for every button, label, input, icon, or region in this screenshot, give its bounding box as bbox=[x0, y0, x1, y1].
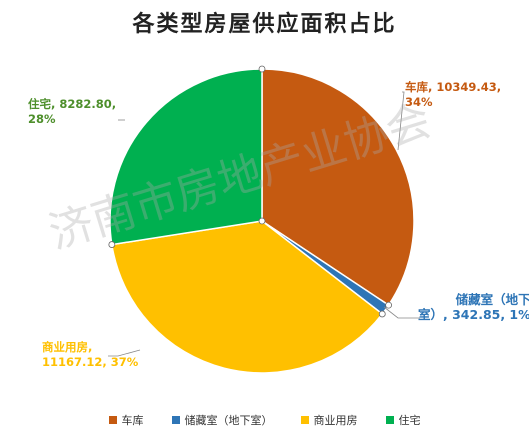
leader-line-storage bbox=[383, 306, 420, 319]
data-label-garage: 车库, 10349.43, 34% bbox=[405, 80, 502, 109]
selection-handle bbox=[378, 310, 386, 318]
legend-label-garage: 车库 bbox=[121, 414, 144, 427]
legend-swatch-residential bbox=[385, 416, 394, 424]
selection-handle bbox=[108, 241, 116, 248]
legend-item-storage: 储藏室（地下室） bbox=[171, 412, 273, 428]
legend: 车库 储藏室（地下室） 商业用房 住宅 bbox=[0, 410, 529, 430]
leader-line-garage bbox=[397, 91, 405, 151]
legend-swatch-garage bbox=[108, 416, 117, 424]
selection-handle bbox=[385, 301, 392, 309]
legend-label-commercial: 商业用房 bbox=[313, 414, 358, 427]
legend-item-residential: 住宅 bbox=[385, 412, 421, 428]
legend-swatch-storage bbox=[171, 416, 180, 424]
data-label-commercial: 商业用房, 11167.12, 37% bbox=[42, 340, 139, 369]
data-label-storage: 储藏室（地下 室）, 342.85, 1% bbox=[418, 292, 529, 322]
data-label-residential: 住宅, 8282.80, 28% bbox=[28, 97, 117, 126]
pie-slice-commercial bbox=[110, 220, 384, 374]
pie-slice-residential bbox=[109, 68, 263, 246]
legend-swatch-commercial bbox=[300, 416, 309, 424]
legend-item-garage: 车库 bbox=[108, 412, 144, 428]
selection-handle bbox=[258, 217, 266, 225]
legend-item-commercial: 商业用房 bbox=[300, 412, 358, 428]
leader-line-commercial bbox=[108, 349, 141, 357]
chart-title: 各类型房屋供应面积占比 bbox=[132, 11, 397, 37]
selection-handle bbox=[258, 65, 266, 73]
legend-label-storage: 储藏室（地下室） bbox=[184, 414, 273, 427]
legend-label-residential: 住宅 bbox=[398, 414, 421, 427]
